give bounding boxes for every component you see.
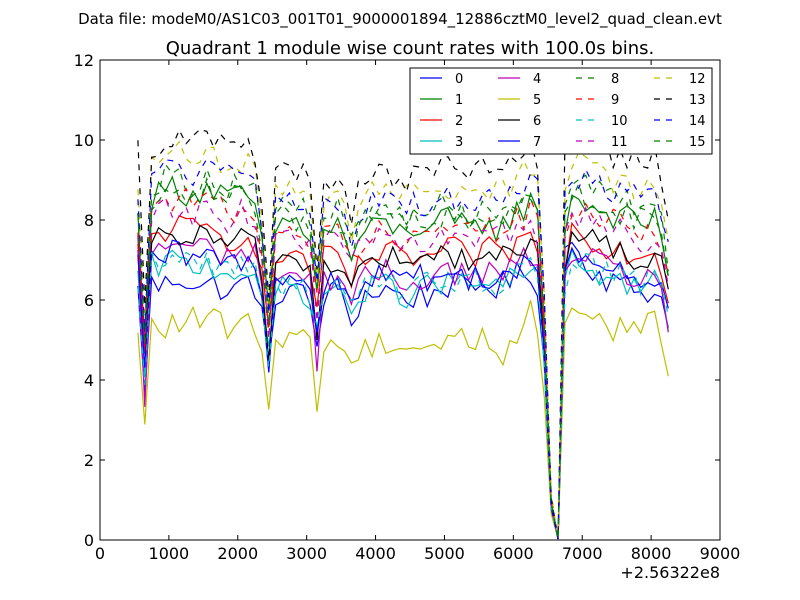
legend-label-4: 4 xyxy=(533,72,541,87)
series-line-8 xyxy=(137,163,669,540)
x-tick-label: 6000 xyxy=(493,544,534,563)
series-line-7 xyxy=(137,239,669,540)
series-line-2 xyxy=(137,215,669,540)
series-line-14 xyxy=(137,158,669,540)
series-line-0 xyxy=(137,241,669,540)
x-tick-label: 8000 xyxy=(631,544,672,563)
legend-label-11: 11 xyxy=(611,135,628,150)
series-line-1 xyxy=(137,175,669,540)
series-line-11 xyxy=(137,197,669,540)
x-offset-label: +2.56322e8 xyxy=(620,563,720,582)
y-tick-label: 0 xyxy=(84,531,94,550)
legend-label-6: 6 xyxy=(533,114,541,129)
legend-label-8: 8 xyxy=(611,72,619,87)
legend-label-13: 13 xyxy=(689,93,706,108)
legend-label-3: 3 xyxy=(455,135,463,150)
legend-box xyxy=(409,67,713,155)
chart-title: Quadrant 1 module wise count rates with … xyxy=(166,38,655,59)
legend-label-5: 5 xyxy=(533,93,541,108)
y-tick-label: 6 xyxy=(84,291,94,310)
x-tick-label: 9000 xyxy=(700,544,741,563)
x-tick-label: 1000 xyxy=(149,544,190,563)
series-line-5 xyxy=(137,300,669,540)
legend-label-0: 0 xyxy=(455,72,463,87)
legend-label-12: 12 xyxy=(689,72,706,87)
x-tick-label: 3000 xyxy=(286,544,327,563)
x-tick-label: 5000 xyxy=(424,544,465,563)
y-tick-label: 4 xyxy=(84,371,94,390)
figure-suptitle: Data file: modeM0/AS1C03_001T01_90000018… xyxy=(78,10,722,29)
y-tick-label: 2 xyxy=(84,451,94,470)
x-tick-label: 2000 xyxy=(217,544,258,563)
legend-label-2: 2 xyxy=(455,114,463,129)
x-tick-label: 4000 xyxy=(355,544,396,563)
y-tick-label: 12 xyxy=(74,51,94,70)
axis-ticks: 0 1000 2000 3000 4000 5000 6000 7000 8000 9000 0 2 4… xyxy=(74,51,741,563)
y-tick-label: 8 xyxy=(84,211,94,230)
series-line-15 xyxy=(137,176,669,540)
series-line-10 xyxy=(137,250,669,540)
x-tick-label: 0 xyxy=(95,544,105,563)
series-line-9 xyxy=(137,187,669,540)
plot-frame xyxy=(99,59,721,541)
series-line-3 xyxy=(137,247,669,540)
x-tick-label: 7000 xyxy=(562,544,603,563)
legend-label-15: 15 xyxy=(689,135,706,150)
legend-label-7: 7 xyxy=(533,135,541,150)
legend-label-14: 14 xyxy=(689,114,706,129)
legend-label-10: 10 xyxy=(611,114,628,129)
series-line-4 xyxy=(137,237,669,540)
legend-label-9: 9 xyxy=(611,93,619,108)
series-line-6 xyxy=(137,224,669,540)
y-tick-label: 10 xyxy=(74,131,94,150)
legend-label-1: 1 xyxy=(455,93,463,108)
